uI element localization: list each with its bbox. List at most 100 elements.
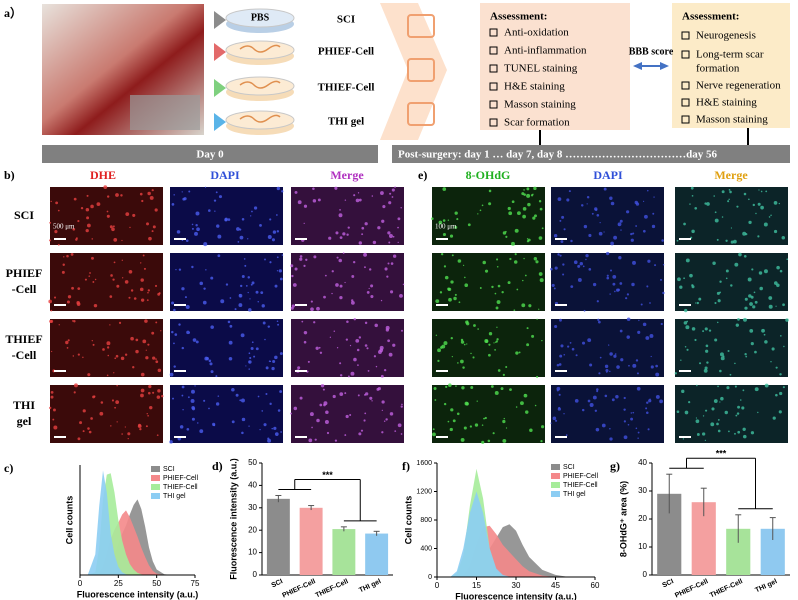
micrograph-signal xyxy=(335,231,339,235)
micrograph-signal xyxy=(277,323,280,326)
micrograph-signal xyxy=(702,330,705,333)
micrograph-signal xyxy=(402,283,405,286)
timeline-label: Day 0 xyxy=(196,149,224,161)
micrograph-signal xyxy=(694,206,698,210)
micrograph-signal xyxy=(514,228,519,233)
bar xyxy=(365,533,389,575)
micrograph-signal xyxy=(262,321,266,325)
micrograph-signal xyxy=(109,324,111,326)
micrograph-signal xyxy=(357,364,359,366)
micrograph-signal xyxy=(387,339,391,343)
micrograph-signal xyxy=(121,239,123,242)
micrograph-signal xyxy=(361,226,365,230)
micrograph-signal xyxy=(380,299,383,302)
micrograph-signal xyxy=(565,434,568,436)
micrograph-signal xyxy=(496,338,499,341)
micrograph-signal xyxy=(100,401,104,404)
micrograph-signal xyxy=(431,217,434,220)
micrograph-signal xyxy=(554,324,558,329)
micrograph-signal xyxy=(218,195,223,199)
micrograph-signal xyxy=(195,224,198,227)
assessment-item: Anti-oxidation xyxy=(504,27,569,39)
micrograph-signal xyxy=(215,402,220,406)
micrograph-signal xyxy=(735,414,738,417)
micrograph-signal xyxy=(145,356,149,360)
micrograph-signal xyxy=(494,349,496,351)
micrograph-signal xyxy=(236,227,240,231)
micrograph-signal xyxy=(347,226,350,229)
micrograph-signal xyxy=(250,283,253,286)
micrograph-signal xyxy=(640,303,643,306)
micrograph-signal xyxy=(649,302,651,304)
micrograph-signal xyxy=(265,392,268,396)
micrograph-signal xyxy=(749,302,753,306)
micrograph-signal xyxy=(176,230,181,234)
micrograph-signal xyxy=(50,200,52,203)
micrograph-signal xyxy=(558,393,561,396)
micrograph-signal xyxy=(434,399,437,401)
micrograph-signal xyxy=(248,425,250,427)
micrograph-signal xyxy=(460,437,465,442)
micrograph-signal xyxy=(381,400,385,404)
micrograph-signal xyxy=(604,364,609,369)
y-tick-label: 40 xyxy=(638,458,647,467)
micrograph-signal xyxy=(127,437,129,440)
micrograph-signal xyxy=(227,218,231,221)
micrograph-signal xyxy=(569,341,572,344)
micrograph-signal xyxy=(683,321,688,325)
micrograph-signal xyxy=(775,305,777,307)
micrograph-signal xyxy=(496,266,499,268)
micrograph xyxy=(551,319,664,377)
row-label: SCI xyxy=(14,208,34,222)
micrograph-signal xyxy=(361,233,364,236)
micrograph-signal xyxy=(782,303,785,307)
micrograph-signal xyxy=(344,199,347,201)
micrograph-signal xyxy=(553,234,558,238)
micrograph-signal xyxy=(606,274,609,277)
micrograph-signal xyxy=(88,430,92,434)
micrograph-signal xyxy=(683,222,686,226)
micrograph-signal xyxy=(279,277,283,281)
micrograph-signal xyxy=(74,383,78,388)
micrograph-signal xyxy=(450,336,453,340)
micrograph xyxy=(170,385,283,443)
micrograph-signal xyxy=(654,264,657,267)
micrograph-signal xyxy=(65,340,69,345)
micrograph-signal xyxy=(77,219,80,223)
micrograph-signal xyxy=(627,423,630,426)
micrograph-signal xyxy=(391,196,394,198)
micrograph-signal xyxy=(484,416,487,420)
micrograph-signal xyxy=(778,202,781,205)
micrograph-signal xyxy=(714,338,718,342)
micrograph-signal xyxy=(93,395,96,398)
micrograph-signal xyxy=(771,347,775,351)
micrograph-signal xyxy=(630,232,633,236)
micrograph-signal xyxy=(314,438,317,441)
micrograph-signal xyxy=(86,216,90,220)
micrograph-signal xyxy=(57,209,60,212)
micrograph-signal xyxy=(612,274,617,279)
micrograph-signal xyxy=(577,278,582,282)
micrograph-signal xyxy=(755,212,757,215)
micrograph-signal xyxy=(132,366,135,369)
micrograph-signal xyxy=(695,302,697,304)
dish-top xyxy=(225,76,295,96)
micrograph-signal xyxy=(227,320,231,324)
micrograph-signal xyxy=(751,268,754,271)
micrograph-signal xyxy=(528,304,532,308)
micrograph xyxy=(675,319,788,377)
micrograph-signal xyxy=(257,395,260,398)
micrograph-signal xyxy=(570,239,573,243)
ruler xyxy=(130,95,200,130)
micrograph-signal xyxy=(730,227,733,229)
micrograph-signal xyxy=(89,272,91,274)
micrograph-signal xyxy=(508,211,513,216)
micrograph-signal xyxy=(107,354,110,357)
micrograph-signal xyxy=(705,409,708,412)
micrograph-signal xyxy=(742,434,747,439)
micrograph-signal xyxy=(87,427,90,430)
micrograph-signal xyxy=(596,390,599,393)
micrograph-signal xyxy=(148,236,152,241)
micrograph-signal xyxy=(128,270,133,274)
assessment-box xyxy=(672,3,790,128)
